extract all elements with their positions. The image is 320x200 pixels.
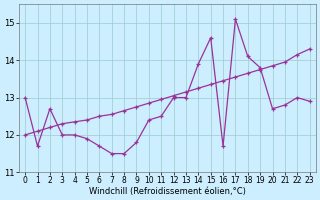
X-axis label: Windchill (Refroidissement éolien,°C): Windchill (Refroidissement éolien,°C) xyxy=(89,187,246,196)
